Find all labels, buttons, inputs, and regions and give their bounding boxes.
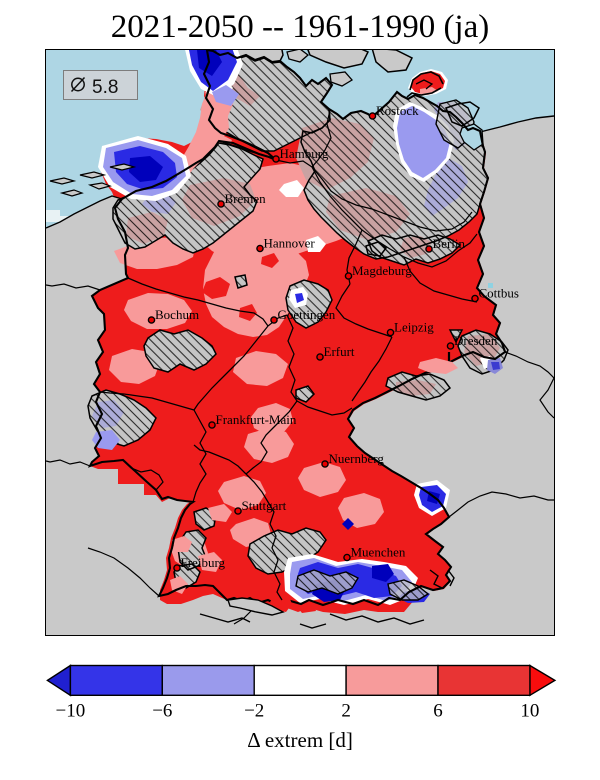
svg-text:Freiburg: Freiburg (181, 555, 226, 570)
svg-text:Bremen: Bremen (225, 191, 267, 206)
svg-text:−10: −10 (56, 701, 86, 722)
svg-text:Rostock: Rostock (376, 103, 419, 118)
svg-text:Hannover: Hannover (264, 236, 316, 251)
svg-text:−2: −2 (244, 701, 264, 722)
svg-text:Leipzig: Leipzig (394, 320, 434, 335)
svg-text:2: 2 (341, 701, 351, 722)
svg-text:Δ extrem [d]: Δ extrem [d] (247, 728, 353, 752)
svg-text:Magdeburg: Magdeburg (352, 263, 412, 278)
svg-text:Dresden: Dresden (454, 333, 498, 348)
svg-text:Erfurt: Erfurt (324, 344, 355, 359)
svg-text:Bochum: Bochum (155, 307, 199, 322)
svg-text:Muenchen: Muenchen (351, 545, 406, 560)
svg-text:Nuernberg: Nuernberg (329, 451, 385, 466)
svg-text:Cottbus: Cottbus (479, 286, 519, 301)
svg-text:Stuttgart: Stuttgart (242, 498, 287, 513)
svg-text:−6: −6 (152, 701, 172, 722)
svg-text:Goettingen: Goettingen (278, 307, 336, 322)
svg-text:6: 6 (433, 701, 443, 722)
svg-text:Frankfurt-Main: Frankfurt-Main (216, 412, 297, 427)
svg-text:5.8: 5.8 (92, 77, 118, 98)
svg-text:Hamburg: Hamburg (280, 146, 329, 161)
svg-text:Berlin: Berlin (433, 236, 466, 251)
svg-text:10: 10 (520, 701, 539, 722)
